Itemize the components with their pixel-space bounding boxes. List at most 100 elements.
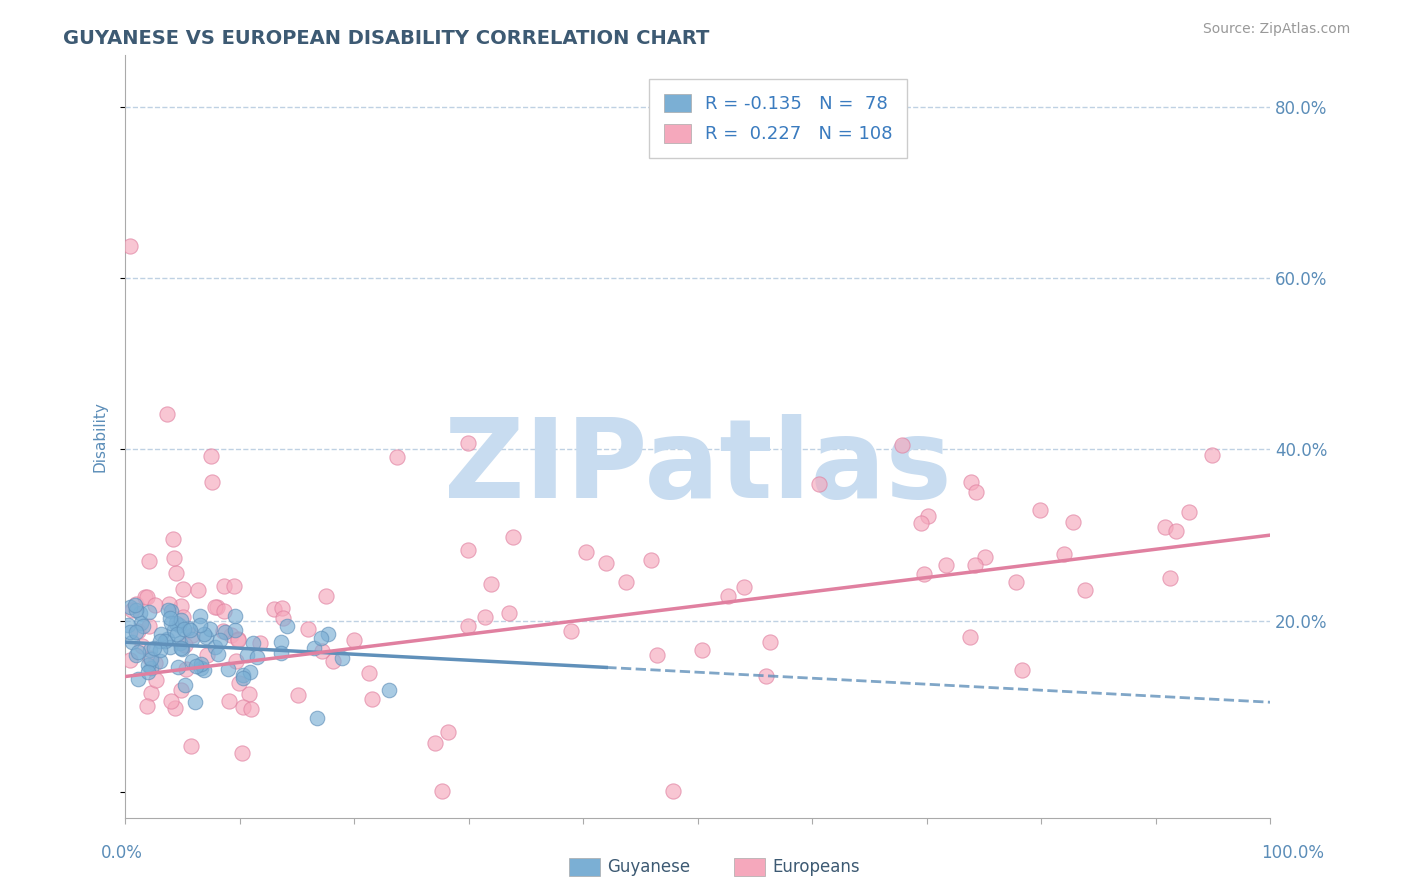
Point xyxy=(174,678,197,692)
Point xyxy=(180,739,202,754)
Point xyxy=(157,597,180,611)
Point xyxy=(974,550,997,565)
Point xyxy=(125,597,148,611)
Point xyxy=(142,641,165,656)
Point xyxy=(271,611,294,625)
Point xyxy=(1011,663,1033,677)
Point xyxy=(614,575,637,590)
Point xyxy=(322,654,344,668)
Point xyxy=(1178,505,1201,519)
Point xyxy=(1201,448,1223,462)
Point xyxy=(135,591,157,605)
Point xyxy=(145,673,167,687)
Point xyxy=(430,784,453,798)
Point xyxy=(138,605,160,619)
Text: Europeans: Europeans xyxy=(772,858,859,876)
Point xyxy=(236,648,259,662)
Point xyxy=(149,642,172,657)
Text: ZIPatlas: ZIPatlas xyxy=(444,414,952,521)
Point xyxy=(960,475,983,489)
Point xyxy=(141,661,163,675)
Point xyxy=(187,583,209,598)
Point xyxy=(457,619,479,633)
Point xyxy=(270,635,292,649)
Point xyxy=(457,436,479,450)
Point xyxy=(270,600,292,615)
Point xyxy=(131,618,153,632)
Point xyxy=(159,611,181,625)
Point xyxy=(1166,524,1188,538)
Point xyxy=(190,660,212,674)
Point xyxy=(188,617,211,632)
Point xyxy=(315,590,337,604)
Point xyxy=(240,702,263,716)
Point xyxy=(173,622,195,636)
Point xyxy=(193,663,215,677)
Point xyxy=(120,624,142,639)
Point xyxy=(231,746,253,760)
Legend: R = -0.135   N =  78, R =  0.227   N = 108: R = -0.135 N = 78, R = 0.227 N = 108 xyxy=(650,79,907,158)
Point xyxy=(159,694,181,708)
Point xyxy=(217,662,239,676)
Text: Guyanese: Guyanese xyxy=(607,858,690,876)
Point xyxy=(224,579,246,593)
Point xyxy=(200,622,222,636)
Point xyxy=(125,603,148,617)
Point xyxy=(170,683,193,698)
Point xyxy=(129,615,152,630)
Point xyxy=(207,647,229,661)
Point xyxy=(302,641,325,656)
Point xyxy=(311,631,333,645)
Point xyxy=(118,600,141,615)
Point xyxy=(239,665,262,679)
Point xyxy=(195,648,218,662)
Point xyxy=(912,567,935,582)
Point xyxy=(270,646,292,660)
Point xyxy=(163,550,186,565)
Point xyxy=(159,640,181,654)
Point xyxy=(224,609,246,624)
Point xyxy=(141,686,163,700)
Point xyxy=(138,665,160,679)
Point xyxy=(966,485,988,500)
Point xyxy=(316,626,339,640)
Point xyxy=(170,613,193,627)
Point xyxy=(180,628,202,642)
Point xyxy=(479,577,502,591)
Point xyxy=(128,606,150,620)
Point xyxy=(242,636,264,650)
Point xyxy=(162,533,184,547)
Point xyxy=(311,644,333,658)
Point xyxy=(959,631,981,645)
Point xyxy=(645,648,668,662)
Point xyxy=(218,694,240,708)
Point xyxy=(204,599,226,614)
Point xyxy=(246,649,269,664)
Point xyxy=(1154,520,1177,534)
Point xyxy=(214,579,236,593)
Point xyxy=(127,644,149,658)
Point xyxy=(172,582,194,596)
Point xyxy=(120,239,142,253)
Point xyxy=(232,668,254,682)
Point xyxy=(297,622,319,636)
Point xyxy=(160,616,183,631)
Point xyxy=(125,624,148,639)
Point xyxy=(437,724,460,739)
Point xyxy=(1004,575,1026,590)
Point xyxy=(170,641,193,656)
Point xyxy=(127,624,149,638)
Point xyxy=(385,450,408,464)
Point xyxy=(560,624,582,638)
Point xyxy=(160,604,183,618)
Point xyxy=(378,682,401,697)
Point xyxy=(249,636,271,650)
Point xyxy=(153,634,176,648)
Point xyxy=(190,657,212,672)
Point xyxy=(1159,571,1181,585)
Point xyxy=(890,438,912,452)
Point xyxy=(170,599,193,614)
Point xyxy=(118,653,141,667)
Point xyxy=(201,475,224,490)
Point xyxy=(910,516,932,531)
